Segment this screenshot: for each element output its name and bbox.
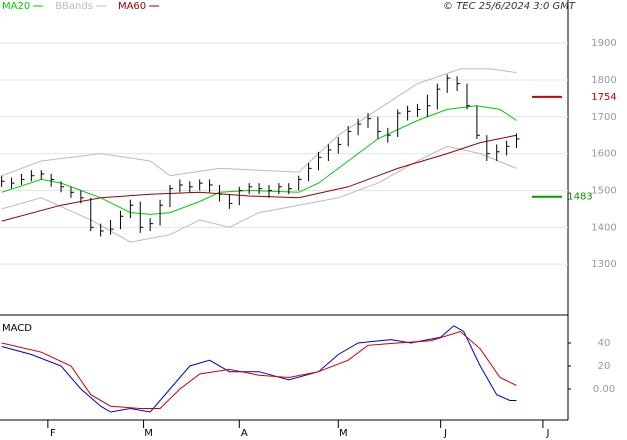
y-tick-label: 1600 bbox=[591, 149, 616, 160]
y-tick-label: 1900 bbox=[591, 38, 616, 49]
level-label: 1754 bbox=[591, 92, 616, 103]
y-tick-label: 1800 bbox=[591, 75, 616, 86]
y-tick-label: 1400 bbox=[591, 222, 616, 233]
panel-title: MACD bbox=[2, 323, 32, 334]
x-tick-label: J bbox=[545, 428, 549, 439]
x-tick-label: M bbox=[339, 428, 348, 439]
x-tick-label: A bbox=[241, 428, 248, 439]
y-tick-label: 20 bbox=[598, 361, 611, 372]
legend-label: MA20 bbox=[2, 1, 30, 12]
series-line bbox=[1, 105, 517, 215]
series-line bbox=[1, 325, 517, 413]
series-line bbox=[1, 330, 517, 409]
y-tick-label: 0.00 bbox=[593, 384, 615, 395]
x-tick-label: M bbox=[144, 428, 153, 439]
copyright: © TEC 25/6/2024 3:0 GMT bbox=[443, 1, 576, 12]
series-line bbox=[1, 68, 517, 177]
level-label: 1483 bbox=[567, 192, 592, 203]
x-tick-label: J bbox=[443, 428, 447, 439]
y-tick-label: 1500 bbox=[591, 185, 616, 196]
series-line bbox=[1, 134, 517, 222]
legend-label: BBands bbox=[55, 1, 93, 12]
y-tick-label: 1300 bbox=[591, 259, 616, 270]
x-tick-label: F bbox=[50, 428, 56, 439]
series-line bbox=[1, 145, 517, 243]
y-tick-label: 1700 bbox=[591, 112, 616, 123]
legend-label: MA60 bbox=[118, 1, 146, 12]
y-tick-label: 40 bbox=[598, 338, 611, 349]
